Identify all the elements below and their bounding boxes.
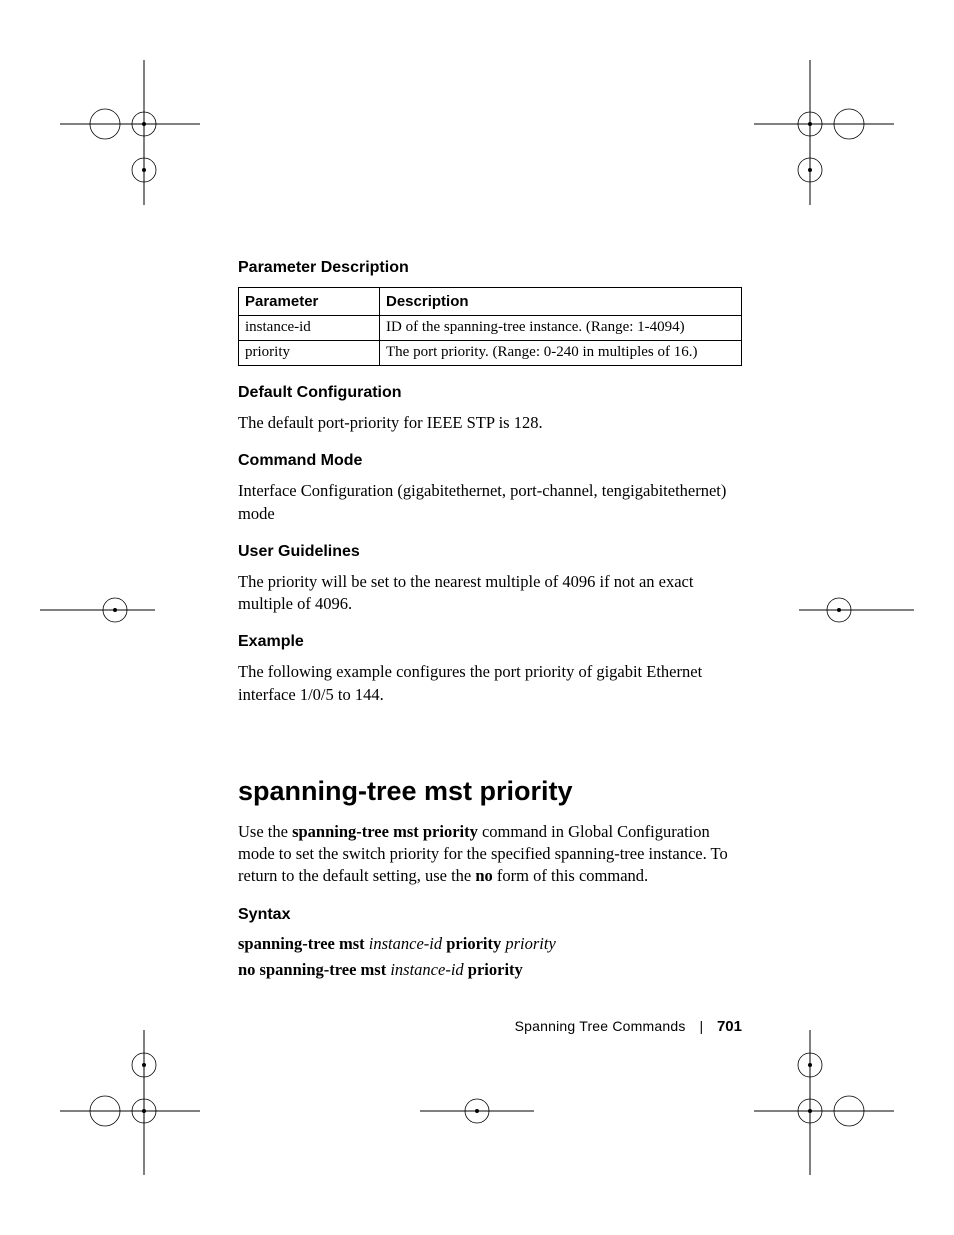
section-heading-command-mode: Command Mode — [238, 452, 742, 470]
body-text: The priority will be set to the nearest … — [238, 571, 742, 616]
table-row: priority The port priority. (Range: 0-24… — [239, 341, 742, 366]
section-heading-example: Example — [238, 633, 742, 651]
text-run-italic: instance-id — [390, 960, 463, 979]
text-run-bold: spanning-tree mst — [238, 934, 369, 953]
table-cell: priority — [239, 341, 380, 366]
body-text: The following example configures the por… — [238, 661, 742, 706]
syntax-line: no spanning-tree mst instance-id priorit… — [238, 960, 742, 980]
parameter-table: Parameter Description instance-id ID of … — [238, 287, 742, 366]
crop-mark-bottom — [0, 1020, 954, 1235]
content-area: Parameter Description Parameter Descript… — [238, 259, 742, 986]
section-heading-user-guidelines: User Guidelines — [238, 543, 742, 561]
table-cell: instance-id — [239, 316, 380, 341]
table-header: Parameter — [239, 288, 380, 316]
table-cell: ID of the spanning-tree instance. (Range… — [380, 316, 742, 341]
text-run-bold: priority — [442, 934, 505, 953]
footer-separator: | — [699, 1018, 703, 1034]
footer-title: Spanning Tree Commands — [515, 1018, 686, 1034]
section-heading-syntax: Syntax — [238, 906, 742, 924]
page: Parameter Description Parameter Descript… — [0, 0, 954, 1235]
page-footer: Spanning Tree Commands | 701 — [238, 1018, 742, 1035]
text-run-bold: no spanning-tree mst — [238, 960, 390, 979]
crop-mark-top — [0, 0, 954, 210]
text-run-bold: priority — [464, 960, 523, 979]
text-run-italic: priority — [505, 934, 555, 953]
text-run-bold: spanning-tree mst priority — [292, 822, 478, 841]
text-run: Use the — [238, 822, 292, 841]
body-text: The default port-priority for IEEE STP i… — [238, 412, 742, 434]
body-text: Interface Configuration (gigabitethernet… — [238, 480, 742, 525]
page-number: 701 — [717, 1018, 742, 1035]
command-heading: spanning-tree mst priority — [238, 776, 742, 807]
table-header: Description — [380, 288, 742, 316]
section-heading-default-configuration: Default Configuration — [238, 384, 742, 402]
syntax-line: spanning-tree mst instance-id priority p… — [238, 934, 742, 954]
section-heading-parameter-description: Parameter Description — [238, 259, 742, 277]
command-intro: Use the spanning-tree mst priority comma… — [238, 821, 742, 888]
text-run-italic: instance-id — [369, 934, 442, 953]
text-run: form of this command. — [493, 866, 648, 885]
table-header-row: Parameter Description — [239, 288, 742, 316]
table-row: instance-id ID of the spanning-tree inst… — [239, 316, 742, 341]
table-cell: The port priority. (Range: 0-240 in mult… — [380, 341, 742, 366]
text-run-bold: no — [475, 866, 492, 885]
